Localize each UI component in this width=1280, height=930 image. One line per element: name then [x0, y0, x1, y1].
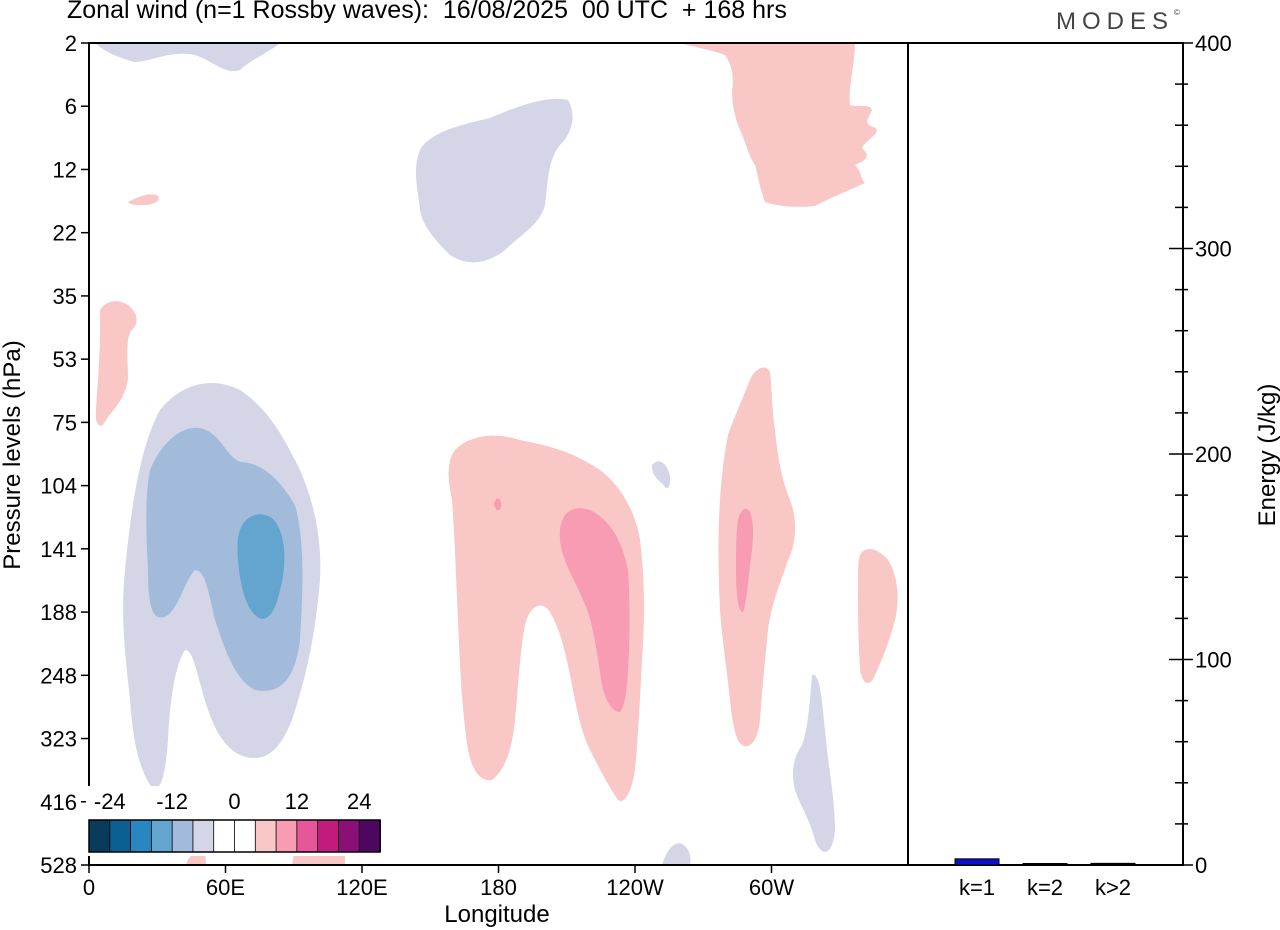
energy-tick-label: 100 — [1195, 648, 1232, 673]
energy-bar-label: k=2 — [1027, 875, 1063, 900]
contour-pos4-top-right — [680, 43, 877, 207]
contour-neg8-west — [146, 427, 303, 691]
energy-tick-label: 300 — [1195, 237, 1232, 262]
contour-pos4-left-edge — [95, 301, 137, 426]
colorbar-cell — [234, 819, 257, 853]
pressure-tick-label: 22 — [53, 221, 77, 246]
pressure-tick-label: 248 — [40, 663, 77, 688]
pressure-tick-label: 12 — [53, 157, 77, 182]
colorbar-cell — [275, 819, 298, 853]
colorbar-cell — [254, 819, 277, 853]
colorbar-cell — [109, 819, 132, 853]
contour-field — [95, 43, 898, 865]
energy-bar — [1090, 862, 1136, 866]
colorbar-cell — [130, 819, 153, 853]
contour-pos4-bottom-b — [186, 853, 206, 865]
pressure-tick-label: 104 — [40, 474, 77, 499]
longitude-tick-label: 0 — [83, 875, 95, 900]
colorbar-cells — [88, 819, 381, 853]
colorbar-tick-label: -24 — [94, 789, 126, 814]
colorbar-tick-label: 0 — [228, 789, 240, 814]
pressure-tick-label: 323 — [40, 727, 77, 752]
contour-pos4-small-top — [128, 194, 159, 206]
brand-name: MODES — [1056, 8, 1175, 35]
colorbar-cell — [338, 819, 361, 853]
colorbar-tick-label: -12 — [156, 789, 188, 814]
energy-bar — [1022, 863, 1068, 866]
contour-neg4-top-left — [95, 43, 280, 72]
contour-pos8-east — [736, 508, 754, 612]
contour-pos8-dot — [494, 498, 502, 511]
energy-bar-label: k=1 — [959, 875, 995, 900]
energy-bar-labels: k=1 k=2 k>2 — [959, 875, 1131, 900]
contour-pos8-center — [559, 508, 630, 712]
energy-tick-label: 200 — [1195, 442, 1232, 467]
pressure-tick-label: 188 — [40, 600, 77, 625]
colorbar-cell — [296, 819, 319, 853]
contour-neg4-small — [652, 461, 671, 489]
longitude-axis: 0 60E 120E 180 120W 60W — [83, 865, 794, 900]
brand-mark: © — [1174, 8, 1180, 17]
contour-neg4-bottom — [662, 843, 691, 865]
energy-tick-label: 400 — [1195, 31, 1232, 56]
pressure-tick-label: 528 — [40, 853, 77, 878]
energy-bar — [954, 858, 1000, 866]
colorbar-tick-label: 24 — [347, 789, 371, 814]
colorbar-tick-label: 12 — [285, 789, 309, 814]
chart-title: Zonal wind (n=1 Rossby waves): 16/08/202… — [67, 0, 787, 24]
colorbar-labels: -24 -12 0 12 24 — [94, 789, 372, 814]
pressure-axis-title: Pressure levels (hPa) — [0, 340, 26, 569]
longitude-axis-title: Longitude — [444, 901, 549, 928]
contour-neg4-upper-center — [415, 98, 573, 263]
pressure-tick-label: 6 — [65, 94, 77, 119]
energy-axis-title: Energy (J/kg) — [1254, 384, 1280, 527]
brand-logo: MODES© — [1056, 8, 1180, 36]
pressure-axis: 2 6 12 22 35 53 75 104 141 188 248 323 416 528 — [40, 31, 89, 878]
energy-bar-label: k>2 — [1095, 875, 1131, 900]
pressure-tick-label: 35 — [53, 284, 77, 309]
colorbar-cell — [192, 819, 215, 853]
contour-neg12-west — [237, 514, 285, 619]
pressure-tick-label: 2 — [65, 31, 77, 56]
contour-pos4-east — [718, 367, 796, 747]
energy-plot-frame — [907, 42, 1184, 866]
longitude-tick-label: 120E — [336, 875, 387, 900]
longitude-tick-label: 60W — [749, 875, 794, 900]
longitude-tick-label: 180 — [480, 875, 517, 900]
contour-pos4-far-east — [858, 548, 898, 684]
pressure-tick-label: 141 — [40, 537, 77, 562]
pressure-tick-label: 75 — [53, 410, 77, 435]
pressure-tick-label: 416 — [40, 790, 77, 815]
colorbar-cell — [358, 819, 381, 853]
colorbar-cell — [317, 819, 340, 853]
longitude-tick-label: 120W — [606, 875, 664, 900]
colorbar-cell — [171, 819, 194, 853]
energy-tick-label: 0 — [1195, 853, 1207, 878]
energy-axis: 0 100 200 300 400 — [1169, 31, 1232, 878]
colorbar-legend: -24 -12 0 12 24 — [86, 786, 384, 856]
longitude-tick-label: 60E — [206, 875, 245, 900]
colorbar-cell — [88, 819, 111, 853]
pressure-tick-label: 53 — [53, 347, 77, 372]
colorbar-cell — [213, 819, 236, 853]
colorbar-frame — [88, 819, 381, 853]
colorbar-cell — [150, 819, 174, 853]
contour-neg4-east — [792, 674, 835, 852]
energy-bars — [954, 858, 1136, 866]
